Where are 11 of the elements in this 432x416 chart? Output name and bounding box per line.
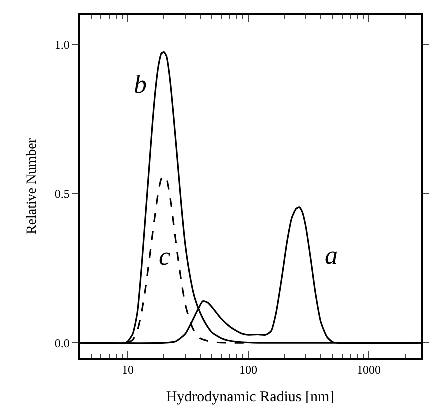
x-axis-title: Hydrodynamic Radius [nm]: [166, 390, 335, 406]
series-label: b: [134, 70, 147, 99]
series-label: a: [325, 241, 338, 270]
series-label: c: [159, 242, 171, 271]
x-tick-label: 10: [122, 363, 134, 378]
x-tick-label: 1000: [357, 363, 382, 378]
y-axis-title: Relative Number: [24, 138, 40, 235]
y-tick-label: 0.0: [54, 336, 70, 350]
y-tick-label: 0.5: [54, 187, 70, 202]
x-tick-label: 100: [239, 363, 258, 378]
y-tick-label: 1.0: [54, 38, 70, 52]
